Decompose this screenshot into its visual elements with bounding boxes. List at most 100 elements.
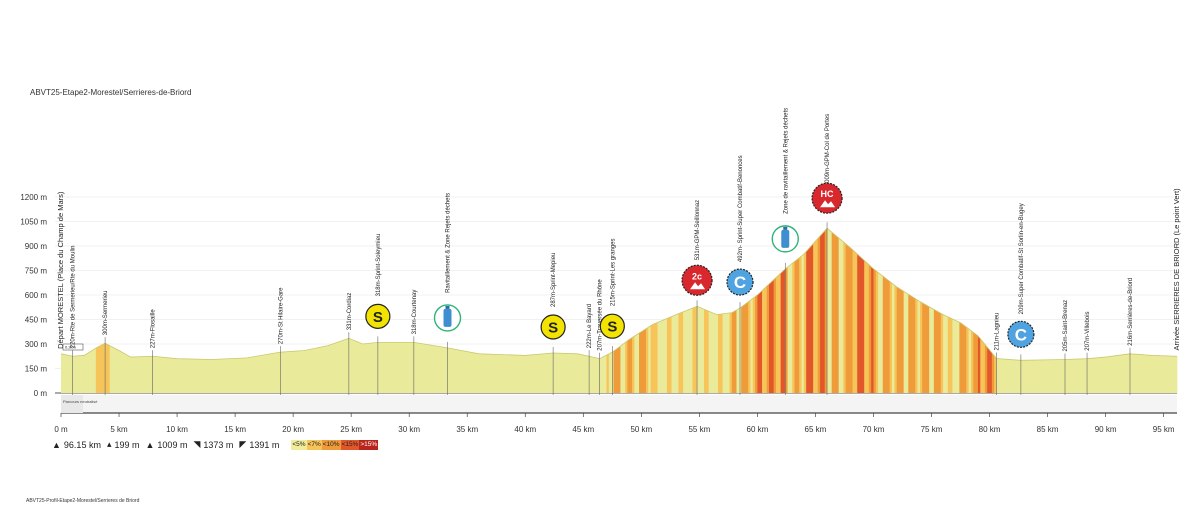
profile-segment xyxy=(262,354,266,393)
profile-segment xyxy=(450,348,454,393)
profile-segment xyxy=(499,354,503,393)
profile-segment xyxy=(478,353,482,393)
profile-segment xyxy=(606,353,610,393)
profile-segment xyxy=(922,302,925,393)
profile-segment xyxy=(952,318,956,393)
x-tick-label: 65 km xyxy=(805,425,827,434)
profile-segment xyxy=(1047,359,1051,393)
y-tick-label: 0 m xyxy=(34,389,48,398)
stat-ascent-value: 199 m xyxy=(114,439,140,450)
combatif-icon xyxy=(726,268,754,296)
profile-segment xyxy=(355,341,359,393)
y-tick-label: 900 m xyxy=(25,242,48,251)
profile-segment xyxy=(174,358,178,393)
profile-segment xyxy=(933,309,937,393)
profile-segment xyxy=(673,314,677,393)
profile-segment xyxy=(720,313,723,393)
road-strip xyxy=(61,395,1177,413)
y-tick-label: 300 m xyxy=(25,340,48,349)
profile-segment xyxy=(578,354,582,393)
profile-segment xyxy=(757,292,761,393)
profile-segment xyxy=(119,350,122,393)
profile-segment xyxy=(636,333,640,393)
waypoint-label: 531m-GPM-Seillonnaz xyxy=(695,200,701,260)
profile-segment xyxy=(506,354,510,393)
profile-segment xyxy=(67,355,71,393)
waypoint-label: 331m-Cordiaz xyxy=(347,293,353,331)
profile-segment xyxy=(337,341,340,393)
profile-segment xyxy=(88,351,92,393)
profile-segment xyxy=(1087,358,1090,393)
profile-segment xyxy=(358,342,361,393)
bottle-cap-icon xyxy=(445,305,450,309)
profile-segment xyxy=(200,359,204,393)
profile-segment xyxy=(590,356,593,393)
profile-segment xyxy=(430,345,433,393)
waypoint-label: 220m-Rte de Sermerieu/Rte du Moulin xyxy=(71,246,77,349)
profile-segment xyxy=(1015,359,1018,393)
profile-segment xyxy=(1010,359,1014,393)
profile-segment xyxy=(455,349,459,393)
profile-segment xyxy=(680,311,684,393)
profile-segment xyxy=(518,355,522,393)
profile-segment xyxy=(706,310,710,393)
profile-segment xyxy=(1033,360,1037,393)
profile-segment xyxy=(618,346,621,393)
profile-segment xyxy=(177,358,180,393)
profile-segment xyxy=(444,347,447,393)
profile-segment xyxy=(964,325,967,393)
combatif-marker: C xyxy=(1007,320,1035,348)
profile-segment xyxy=(202,359,206,393)
profile-segment xyxy=(789,263,793,393)
profile-segment xyxy=(209,359,213,393)
x-tick-label: 90 km xyxy=(1095,425,1117,434)
stat-climb: ◥ 1373 m xyxy=(193,439,233,450)
profile-segment xyxy=(61,353,64,393)
gpm-marker: HC xyxy=(811,182,843,214)
profile-segment xyxy=(666,317,670,393)
profile-segment xyxy=(242,357,245,393)
profile-segment xyxy=(815,238,819,393)
gradient-legend-item: <7% xyxy=(306,439,322,450)
profile-segment xyxy=(105,343,108,393)
profile-segment xyxy=(901,289,905,393)
profile-segment xyxy=(766,284,770,393)
profile-segment xyxy=(599,357,603,393)
profile-segment xyxy=(1038,359,1042,393)
profile-segment xyxy=(840,239,844,393)
profile-segment xyxy=(481,353,484,393)
profile-segment xyxy=(887,279,891,393)
profile-segment xyxy=(91,349,94,393)
profile-segment xyxy=(875,270,879,393)
profile-segment xyxy=(497,354,501,393)
profile-segment xyxy=(871,266,874,393)
profile-segment xyxy=(476,353,480,393)
axes-group: Parcours neutralisé 0.2km 0 m 5 km 10 km 15 k… xyxy=(54,343,1177,434)
profile-segment xyxy=(880,274,884,393)
profile-segment xyxy=(218,359,222,393)
profile-segment xyxy=(543,353,547,393)
profile-segment xyxy=(943,314,946,393)
profile-segment xyxy=(1156,355,1160,393)
profile-segment xyxy=(564,353,568,393)
profile-segment xyxy=(1035,360,1039,393)
bottle-icon xyxy=(781,229,790,248)
profile-segment xyxy=(112,346,115,393)
profile-segment xyxy=(1103,357,1107,393)
profile-segment xyxy=(854,251,858,393)
profile-outline xyxy=(60,227,1178,361)
profile-segment xyxy=(193,359,197,393)
waypoint-label: 1009m-GPM-Col de Portes xyxy=(825,114,831,186)
gradient-legend-item: >15% xyxy=(359,439,379,450)
profile-segment xyxy=(441,346,445,393)
profile-segment xyxy=(471,352,475,393)
profile-segment xyxy=(785,267,788,393)
profile-segment xyxy=(281,351,285,393)
profile-segment xyxy=(77,355,80,393)
profile-segment xyxy=(548,353,552,393)
profile-segment xyxy=(1121,354,1125,393)
profile-segment xyxy=(803,251,807,393)
profile-segment xyxy=(1133,354,1137,393)
profile-segment xyxy=(685,309,689,393)
profile-segment xyxy=(843,241,847,393)
